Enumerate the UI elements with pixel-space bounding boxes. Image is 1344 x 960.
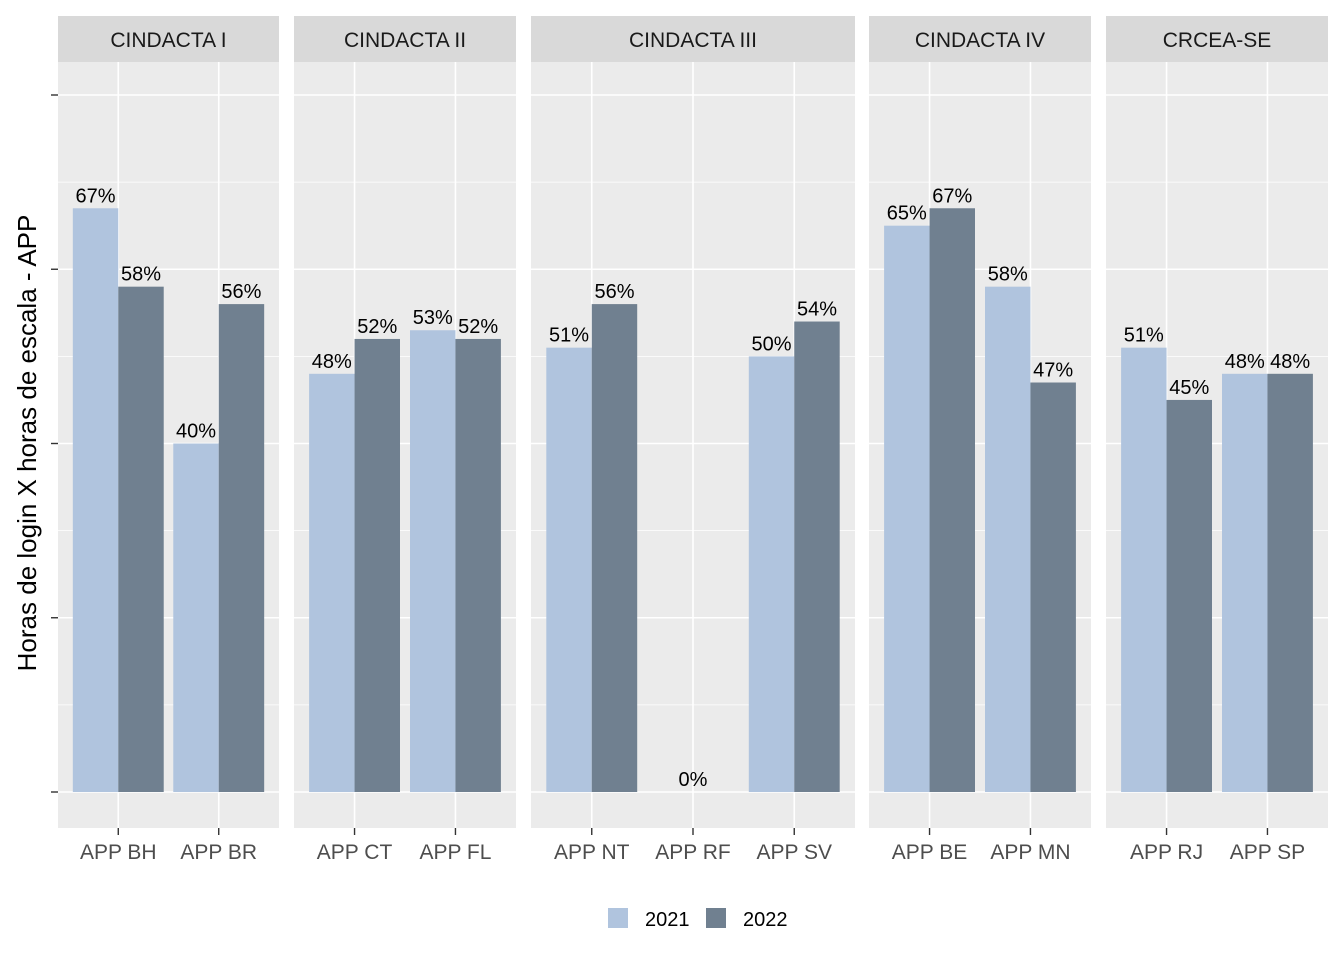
- bar-2021: [748, 356, 795, 792]
- bar-2021: [309, 373, 355, 792]
- bar-value-label: 40%: [176, 421, 216, 443]
- bar-value-label: 48%: [312, 351, 352, 373]
- bar-value-label: 56%: [594, 281, 634, 303]
- facet-strip: [58, 16, 279, 62]
- x-tick-label: APP SV: [757, 841, 833, 864]
- bar-value-label: 67%: [76, 185, 116, 207]
- x-tick-label: APP NT: [554, 841, 630, 864]
- bar-value-label: 58%: [121, 264, 161, 286]
- bar-2022: [1267, 373, 1313, 792]
- facet-strip: [531, 16, 855, 62]
- bar-2021: [72, 208, 119, 792]
- bar-2021: [1121, 347, 1167, 792]
- facet-strip: [294, 16, 516, 62]
- legend: 2021 2022: [608, 908, 788, 931]
- bar-2022: [118, 286, 164, 792]
- bar-2021: [410, 330, 456, 792]
- facet-panel: CINDACTA III 51%56% APP NT 0% APP RF 50%54% AP…: [531, 16, 855, 864]
- bar-value-label: 54%: [797, 299, 837, 321]
- x-tick-label: APP RJ: [1130, 841, 1203, 864]
- bar-value-label: 45%: [1169, 377, 1209, 399]
- legend-label: 2021: [645, 909, 690, 931]
- bar-value-label: 50%: [752, 333, 792, 355]
- legend-swatch: [608, 908, 628, 928]
- bar-value-label: 53%: [413, 307, 453, 329]
- facet-strip-label: CINDACTA III: [629, 29, 757, 52]
- bar-value-label: 56%: [221, 281, 261, 303]
- x-tick-label: APP RF: [655, 841, 730, 864]
- bar-value-label: 58%: [988, 264, 1028, 286]
- legend-item-2021: 2021: [608, 908, 690, 931]
- bar-2021: [884, 225, 930, 792]
- bar-2021: [173, 443, 219, 792]
- y-axis: [51, 94, 58, 793]
- facet-strip-label: CRCEA-SE: [1163, 29, 1272, 52]
- bar-value-label: 51%: [1124, 325, 1164, 347]
- bar-2021: [985, 286, 1031, 792]
- bar-value-label: 65%: [887, 203, 927, 225]
- x-tick-label: APP FL: [419, 841, 491, 864]
- bar-value-label: 48%: [1270, 351, 1310, 373]
- bar-2021: [546, 347, 592, 792]
- facet-panel: CINDACTA IV 65%67% APP BE 58% 47% APP MN: [869, 16, 1091, 864]
- bar-value-label: 67%: [932, 185, 972, 207]
- bar-value-label: 52%: [357, 316, 397, 338]
- legend-item-2022: 2022: [706, 908, 788, 931]
- legend-swatch: [706, 908, 726, 928]
- x-tick-label: APP CT: [317, 841, 393, 864]
- x-tick-label: APP BE: [892, 841, 968, 864]
- y-axis-title: Horas de login X horas de escala - APP: [12, 215, 42, 672]
- x-tick-label: APP BR: [180, 841, 257, 864]
- bar-value-label: 48%: [1225, 351, 1265, 373]
- x-tick-label: APP BH: [80, 841, 157, 864]
- bar-2022: [455, 338, 501, 792]
- bar-2022: [354, 338, 400, 792]
- facet-strip-label: CINDACTA I: [110, 29, 226, 52]
- bar-value-label: 47%: [1033, 360, 1073, 382]
- bar-2022: [218, 304, 265, 792]
- bar-2022: [1030, 382, 1076, 792]
- facet-panel: CINDACTA I 67% 58% APP BH 40% 56% APP BR: [58, 16, 279, 864]
- bar-2021: [1222, 373, 1268, 792]
- facet-strip: [1106, 16, 1328, 62]
- bar-2022: [794, 321, 840, 792]
- bar-2022: [1166, 399, 1212, 792]
- bar-2022: [591, 304, 638, 792]
- facet-strip-label: CINDACTA II: [344, 29, 466, 52]
- bar-2022: [929, 208, 975, 792]
- x-tick-label: APP MN: [990, 841, 1070, 864]
- bar-value-label: 52%: [458, 316, 498, 338]
- facet-strip: [869, 16, 1091, 62]
- bar-value-label: 51%: [549, 325, 589, 347]
- facet-strip-label: CINDACTA IV: [915, 29, 1045, 52]
- x-tick-label: APP SP: [1230, 841, 1306, 864]
- legend-label: 2022: [743, 909, 788, 931]
- facet-panel: CRCEA-SE 51% 45% APP RJ 48% 48% APP SP: [1106, 16, 1328, 864]
- bar-value-label: 0%: [679, 769, 708, 791]
